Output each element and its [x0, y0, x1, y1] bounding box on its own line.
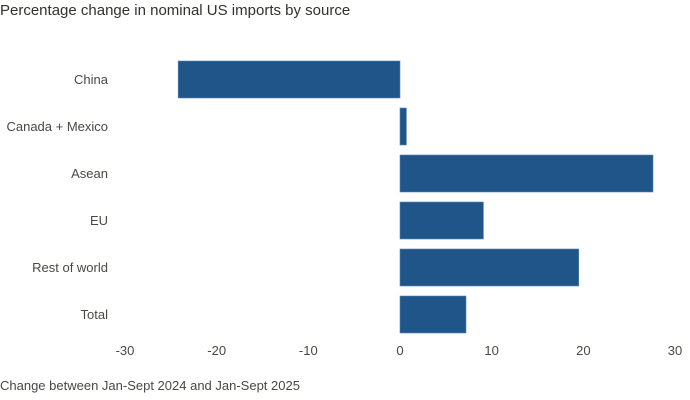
bar-eu: [399, 201, 484, 240]
x-tick-label: 10: [484, 343, 498, 358]
category-label: Total: [81, 307, 109, 322]
x-tick-label: -10: [299, 343, 318, 358]
x-tick-label: 0: [396, 343, 403, 358]
chart-note: Change between Jan-Sept 2024 and Jan-Sep…: [0, 378, 300, 393]
x-tick-label: -30: [116, 343, 135, 358]
bar-canada-mexico: [399, 107, 407, 146]
chart-title: Percentage change in nominal US imports …: [0, 2, 351, 19]
category-label: Canada + Mexico: [6, 119, 108, 134]
category-label: EU: [90, 213, 108, 228]
x-tick-label: 30: [668, 343, 682, 358]
category-label: China: [74, 72, 109, 87]
category-label: Rest of world: [32, 260, 108, 275]
x-tick-label: -20: [207, 343, 226, 358]
bar-china: [177, 60, 401, 99]
x-tick-label: 20: [576, 343, 590, 358]
bar-total: [399, 295, 467, 334]
bar-rest-of-world: [399, 248, 580, 287]
category-label: Asean: [71, 166, 108, 181]
bar-asean: [399, 154, 654, 193]
